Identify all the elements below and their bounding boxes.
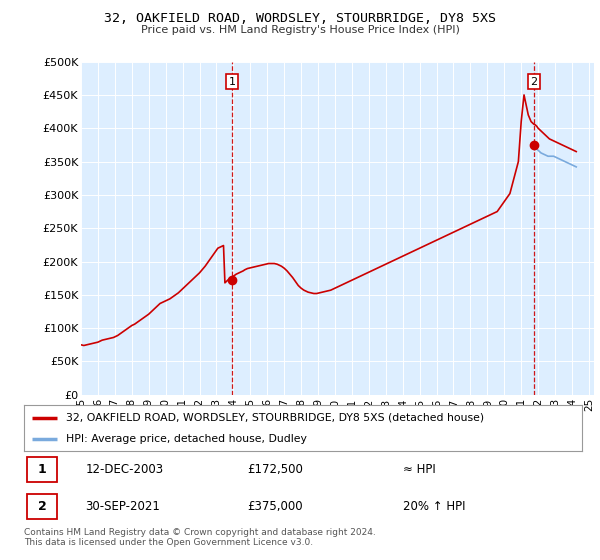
Text: Price paid vs. HM Land Registry's House Price Index (HPI): Price paid vs. HM Land Registry's House … bbox=[140, 25, 460, 35]
Text: Contains HM Land Registry data © Crown copyright and database right 2024.
This d: Contains HM Land Registry data © Crown c… bbox=[24, 528, 376, 547]
Text: 12-DEC-2003: 12-DEC-2003 bbox=[85, 463, 164, 476]
Text: 20% ↑ HPI: 20% ↑ HPI bbox=[403, 500, 466, 512]
FancyBboxPatch shape bbox=[27, 493, 58, 519]
Text: 2: 2 bbox=[530, 77, 538, 87]
Text: 30-SEP-2021: 30-SEP-2021 bbox=[85, 500, 160, 512]
Text: ≈ HPI: ≈ HPI bbox=[403, 463, 436, 476]
Text: 1: 1 bbox=[229, 77, 235, 87]
Text: 32, OAKFIELD ROAD, WORDSLEY, STOURBRIDGE, DY8 5XS: 32, OAKFIELD ROAD, WORDSLEY, STOURBRIDGE… bbox=[104, 12, 496, 25]
Text: 2: 2 bbox=[38, 500, 47, 512]
Text: £375,000: £375,000 bbox=[247, 500, 303, 512]
Text: HPI: Average price, detached house, Dudley: HPI: Average price, detached house, Dudl… bbox=[66, 435, 307, 444]
Text: 32, OAKFIELD ROAD, WORDSLEY, STOURBRIDGE, DY8 5XS (detached house): 32, OAKFIELD ROAD, WORDSLEY, STOURBRIDGE… bbox=[66, 413, 484, 423]
Text: £172,500: £172,500 bbox=[247, 463, 303, 476]
Text: 1: 1 bbox=[38, 463, 47, 476]
FancyBboxPatch shape bbox=[27, 457, 58, 482]
